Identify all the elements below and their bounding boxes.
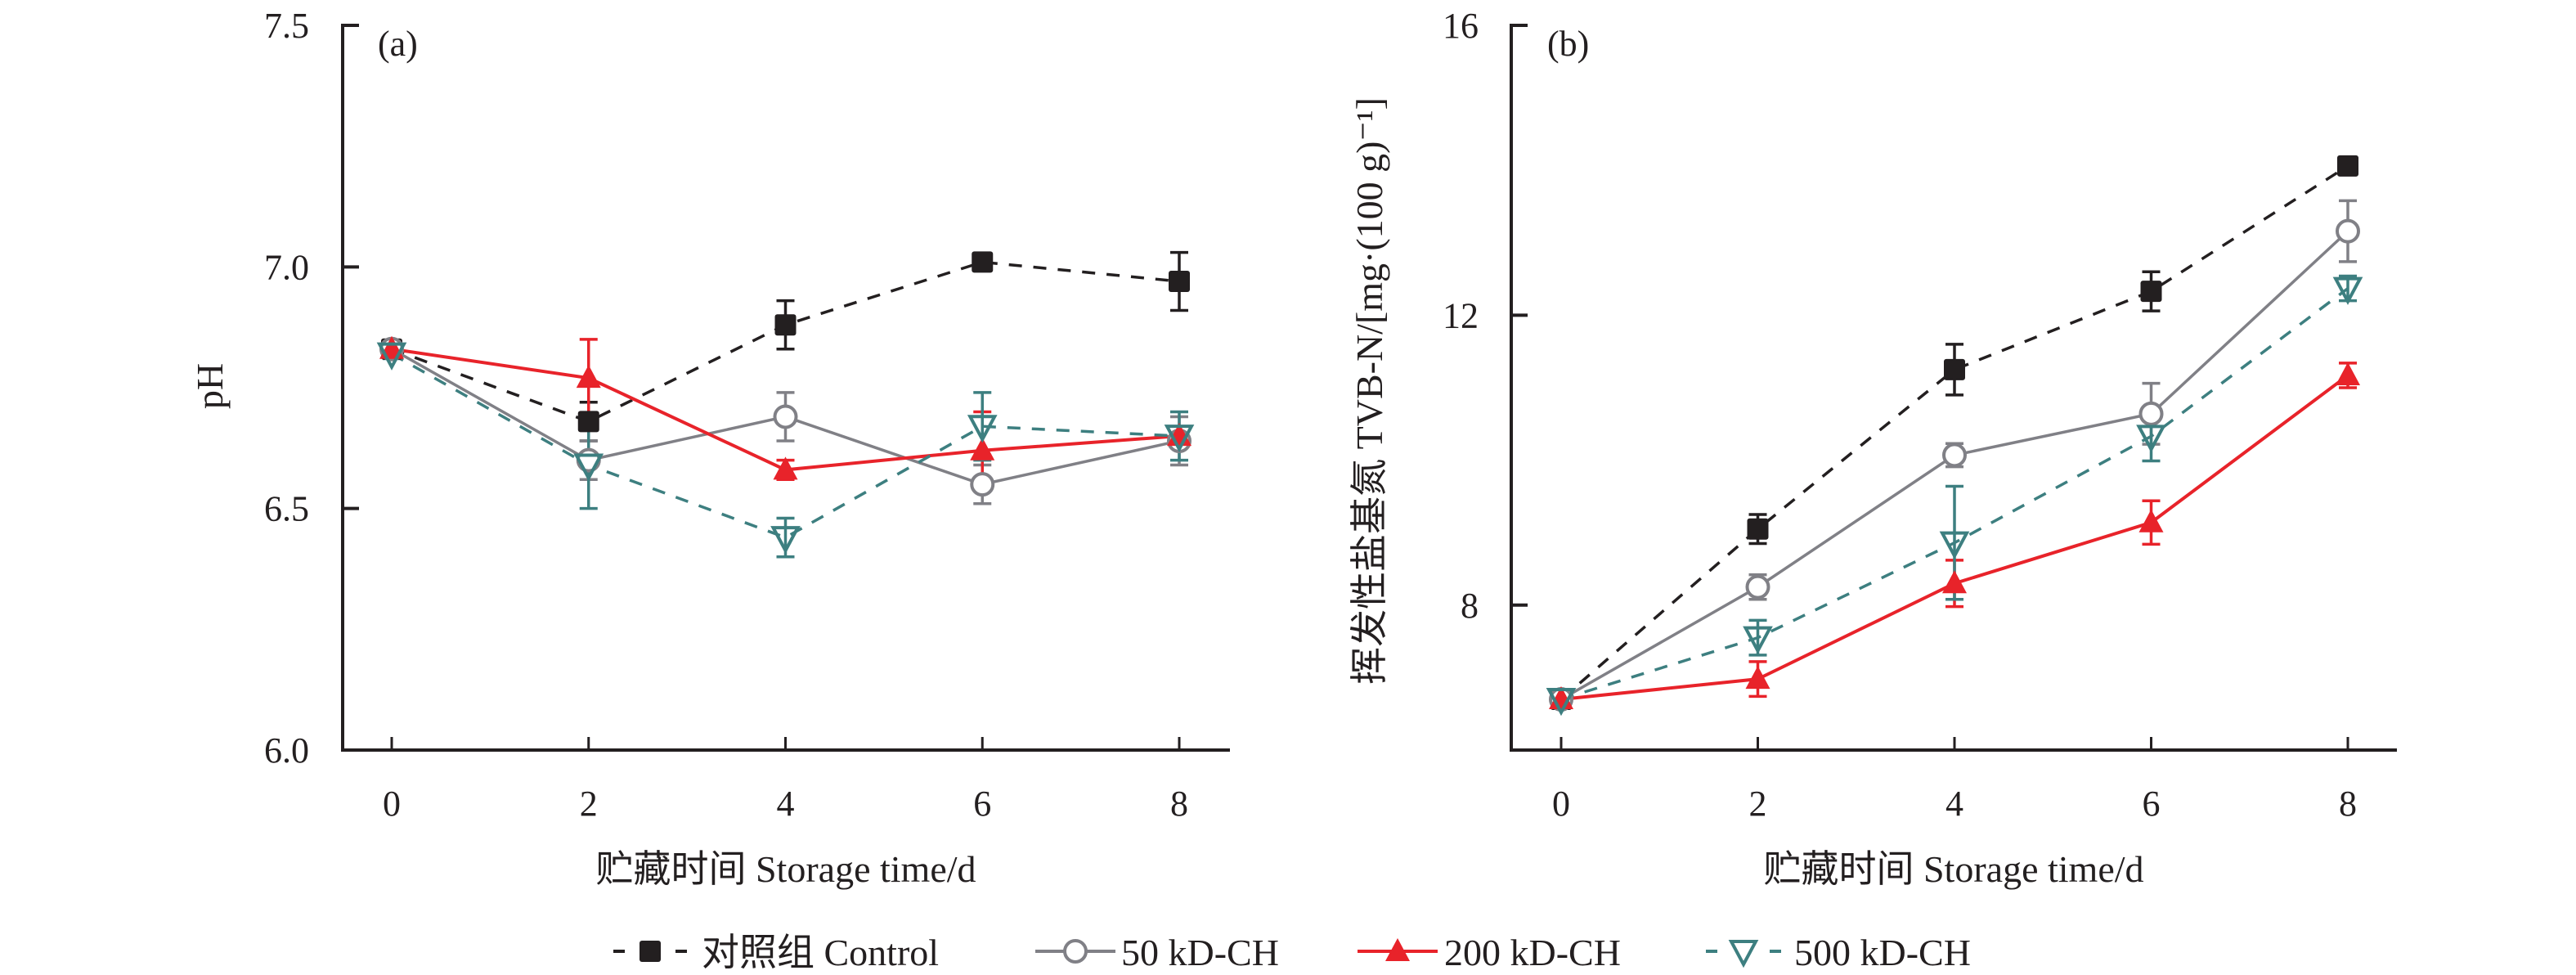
data-point-ch200	[970, 437, 995, 461]
x-tick-label: 8	[1170, 784, 1188, 824]
x-tick-label: 8	[2339, 784, 2357, 824]
y-tick-label: 8	[1461, 586, 1479, 626]
data-point-ch500	[573, 453, 604, 482]
y-tick-label: 7.5	[264, 6, 309, 46]
panel-b-tvbn-chart: (b) 8 12 16 0 2 4 6 8 挥发性盐基氮 TVB-N/[mg·(100 g)⁻…	[1349, 6, 2397, 890]
data-point-control	[972, 251, 994, 273]
data-point-ch200	[2138, 509, 2164, 532]
legend-label-50kd: 50 kD-CH	[1121, 932, 1279, 973]
series-line-ch500	[391, 353, 1180, 540]
legend-swatch-50kd	[1035, 939, 1115, 964]
legend-marker-ch500	[1728, 940, 1759, 968]
legend-item-200kd: 200 kD-CH	[1358, 932, 1621, 973]
legend-item-control: 对照组 Control	[613, 932, 939, 973]
x-tick-label: 0	[383, 784, 401, 824]
panel-a-ph-chart: (a) 6.0 6.5 7.0 7.5 0 2 4 6 8 pH 贮藏时间 Storage ti…	[189, 6, 1230, 890]
panel-a-y-axis-title: pH	[189, 363, 231, 409]
data-point-ch50	[1942, 443, 1967, 468]
panel-a-axes: 6.0 6.5 7.0 7.5 0 2 4 6 8	[264, 6, 1230, 824]
data-point-ch50	[773, 404, 798, 429]
y-tick-label: 6.5	[264, 489, 309, 529]
data-point-ch500	[1546, 687, 1577, 717]
y-tick-label: 6.0	[264, 730, 309, 771]
legend-swatch-500kd	[1706, 940, 1781, 968]
x-tick-label: 0	[1552, 784, 1570, 824]
y-tick-label: 12	[1443, 295, 1479, 335]
data-point-ch500	[1164, 425, 1195, 453]
legend-marker-control	[640, 941, 661, 962]
legend: 对照组 Control 50 kD-CH 200 kD-CH 500 kD-CH	[613, 932, 1971, 973]
panel-b-axes: 8 12 16 0 2 4 6 8	[1443, 6, 2397, 824]
data-point-ch200	[1942, 570, 1967, 594]
legend-swatch-200kd	[1358, 938, 1438, 961]
data-point-ch500	[770, 526, 801, 555]
data-point-ch500	[376, 342, 407, 371]
panel-b-y-axis-title: 挥发性盐基氮 TVB-N/[mg·(100 g)⁻¹]	[1349, 97, 1390, 685]
panel-a-label: (a)	[378, 24, 418, 64]
data-point-control	[2140, 281, 2162, 303]
data-point-ch50	[1745, 574, 1770, 600]
legend-marker-ch50	[1063, 939, 1088, 964]
x-tick-label: 4	[1945, 784, 1963, 824]
y-tick-label: 16	[1443, 6, 1479, 46]
panel-a-x-axis-title: 贮藏时间 Storage time/d	[595, 848, 976, 890]
x-tick-label: 2	[580, 784, 598, 824]
data-point-control	[1169, 271, 1190, 293]
panel-b-label: (b)	[1547, 24, 1589, 64]
legend-label-200kd: 200 kD-CH	[1444, 932, 1621, 973]
data-point-control	[577, 411, 599, 433]
data-point-ch50	[2138, 401, 2164, 426]
legend-label-500kd: 500 kD-CH	[1794, 932, 1971, 973]
data-point-ch200	[773, 456, 798, 480]
data-point-ch500	[2136, 425, 2166, 453]
legend-item-500kd: 500 kD-CH	[1706, 932, 1971, 973]
panel-b-x-axis-title: 贮藏时间 Storage time/d	[1763, 848, 2143, 890]
panel-a-series	[376, 250, 1195, 559]
data-point-control	[1747, 518, 1769, 540]
x-tick-label: 4	[777, 784, 795, 824]
data-point-ch200	[576, 365, 601, 389]
data-point-ch500	[1743, 626, 1773, 654]
data-point-control	[1944, 358, 1965, 380]
data-point-ch200	[2336, 362, 2360, 385]
legend-label-control: 对照组 Control	[702, 932, 939, 973]
x-tick-label: 6	[2143, 784, 2161, 824]
data-point-ch50	[2336, 218, 2360, 244]
data-point-ch500	[967, 415, 998, 443]
data-point-control	[2337, 155, 2358, 177]
x-tick-label: 2	[1749, 784, 1767, 824]
data-point-ch500	[2332, 276, 2363, 305]
panel-b-series	[1546, 155, 2363, 717]
series-line-control	[1560, 164, 2349, 701]
data-point-ch500	[1939, 531, 1970, 559]
legend-item-50kd: 50 kD-CH	[1035, 932, 1279, 973]
data-point-control	[774, 314, 797, 336]
data-point-ch200	[1745, 666, 1770, 690]
data-point-ch50	[970, 472, 995, 497]
legend-swatch-control	[613, 941, 687, 962]
legend-marker-ch200	[1385, 938, 1410, 961]
x-tick-label: 6	[973, 784, 991, 824]
y-tick-label: 7.0	[264, 247, 309, 287]
